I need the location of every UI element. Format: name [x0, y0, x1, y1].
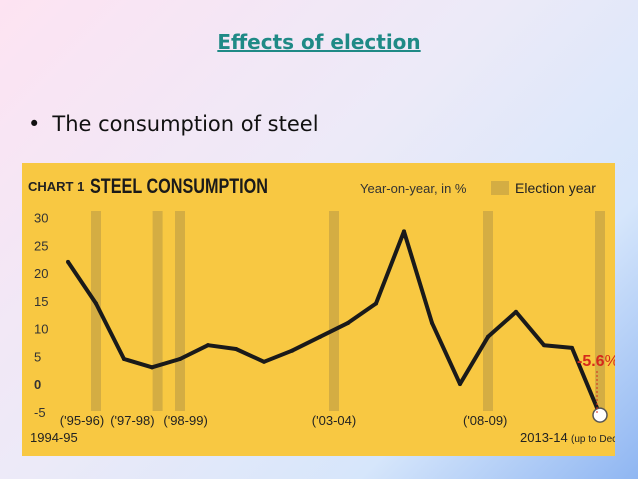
legend-label: Election year: [515, 180, 596, 196]
y-axis-label: Year-on-year, in %: [360, 181, 467, 196]
data-point: [290, 348, 294, 353]
data-point: [206, 343, 210, 348]
y-tick-label: 25: [34, 238, 48, 253]
election-year-band: [91, 211, 101, 411]
election-year-band: [483, 211, 493, 411]
x-end-note: (up to Dec): [571, 434, 615, 445]
final-point-marker: [592, 407, 608, 423]
data-point: [486, 334, 490, 339]
x-tick-label: ('97-98): [110, 413, 154, 428]
data-point: [122, 357, 126, 362]
election-year-band: [329, 211, 339, 411]
slide-title: Effects of election: [217, 30, 421, 54]
data-point: [458, 382, 462, 386]
y-tick-label: -5: [34, 405, 46, 420]
y-tick-label: 10: [34, 322, 48, 337]
series-line: [66, 229, 602, 416]
bullet-point: • The consumption of steel: [28, 112, 319, 136]
y-tick-label: 30: [34, 211, 48, 226]
election-year-band: [175, 211, 185, 411]
data-point: [514, 309, 518, 314]
y-tick-label: 15: [34, 294, 48, 309]
data-point: [430, 320, 434, 325]
y-tick-label: 5: [34, 349, 41, 364]
chart-title: STEEL CONSUMPTION: [90, 175, 268, 198]
chart-svg: 30 25 20 15 10 5 0 -5 ('95-96) ('97-98) ('98-99) (…: [28, 175, 615, 445]
chart-number-label: CHART 1: [28, 179, 84, 194]
bullet-text: The consumption of steel: [52, 112, 319, 136]
data-point: [542, 343, 546, 348]
x-start-label: 1994-95: [30, 430, 78, 445]
final-value-label: -5.6%: [577, 353, 615, 370]
bullet-dot: •: [28, 112, 41, 136]
data-point: [150, 365, 154, 370]
data-point: [94, 301, 98, 306]
y-tick-label: 0: [34, 377, 41, 392]
x-tick-label: ('95-96): [60, 413, 104, 428]
x-tick-label: ('03-04): [312, 413, 356, 428]
x-end-label: 2013-14: [520, 430, 568, 445]
data-point: [402, 229, 406, 234]
x-tick-label: ('08-09): [463, 413, 507, 428]
election-year-band: [595, 211, 605, 411]
data-point: [234, 347, 238, 352]
x-tick-label: ('98-99): [163, 413, 207, 428]
data-point: [66, 259, 70, 264]
y-tick-label: 20: [34, 266, 48, 281]
legend-swatch: [491, 181, 509, 195]
steel-consumption-chart: 30 25 20 15 10 5 0 -5 ('95-96) ('97-98) ('98-99) (…: [22, 163, 615, 456]
data-point: [178, 357, 182, 362]
data-point: [570, 345, 574, 350]
data-point: [374, 301, 378, 306]
data-point: [318, 334, 322, 339]
data-point: [262, 359, 266, 364]
data-point: [346, 320, 350, 325]
election-year-band: [152, 211, 163, 411]
